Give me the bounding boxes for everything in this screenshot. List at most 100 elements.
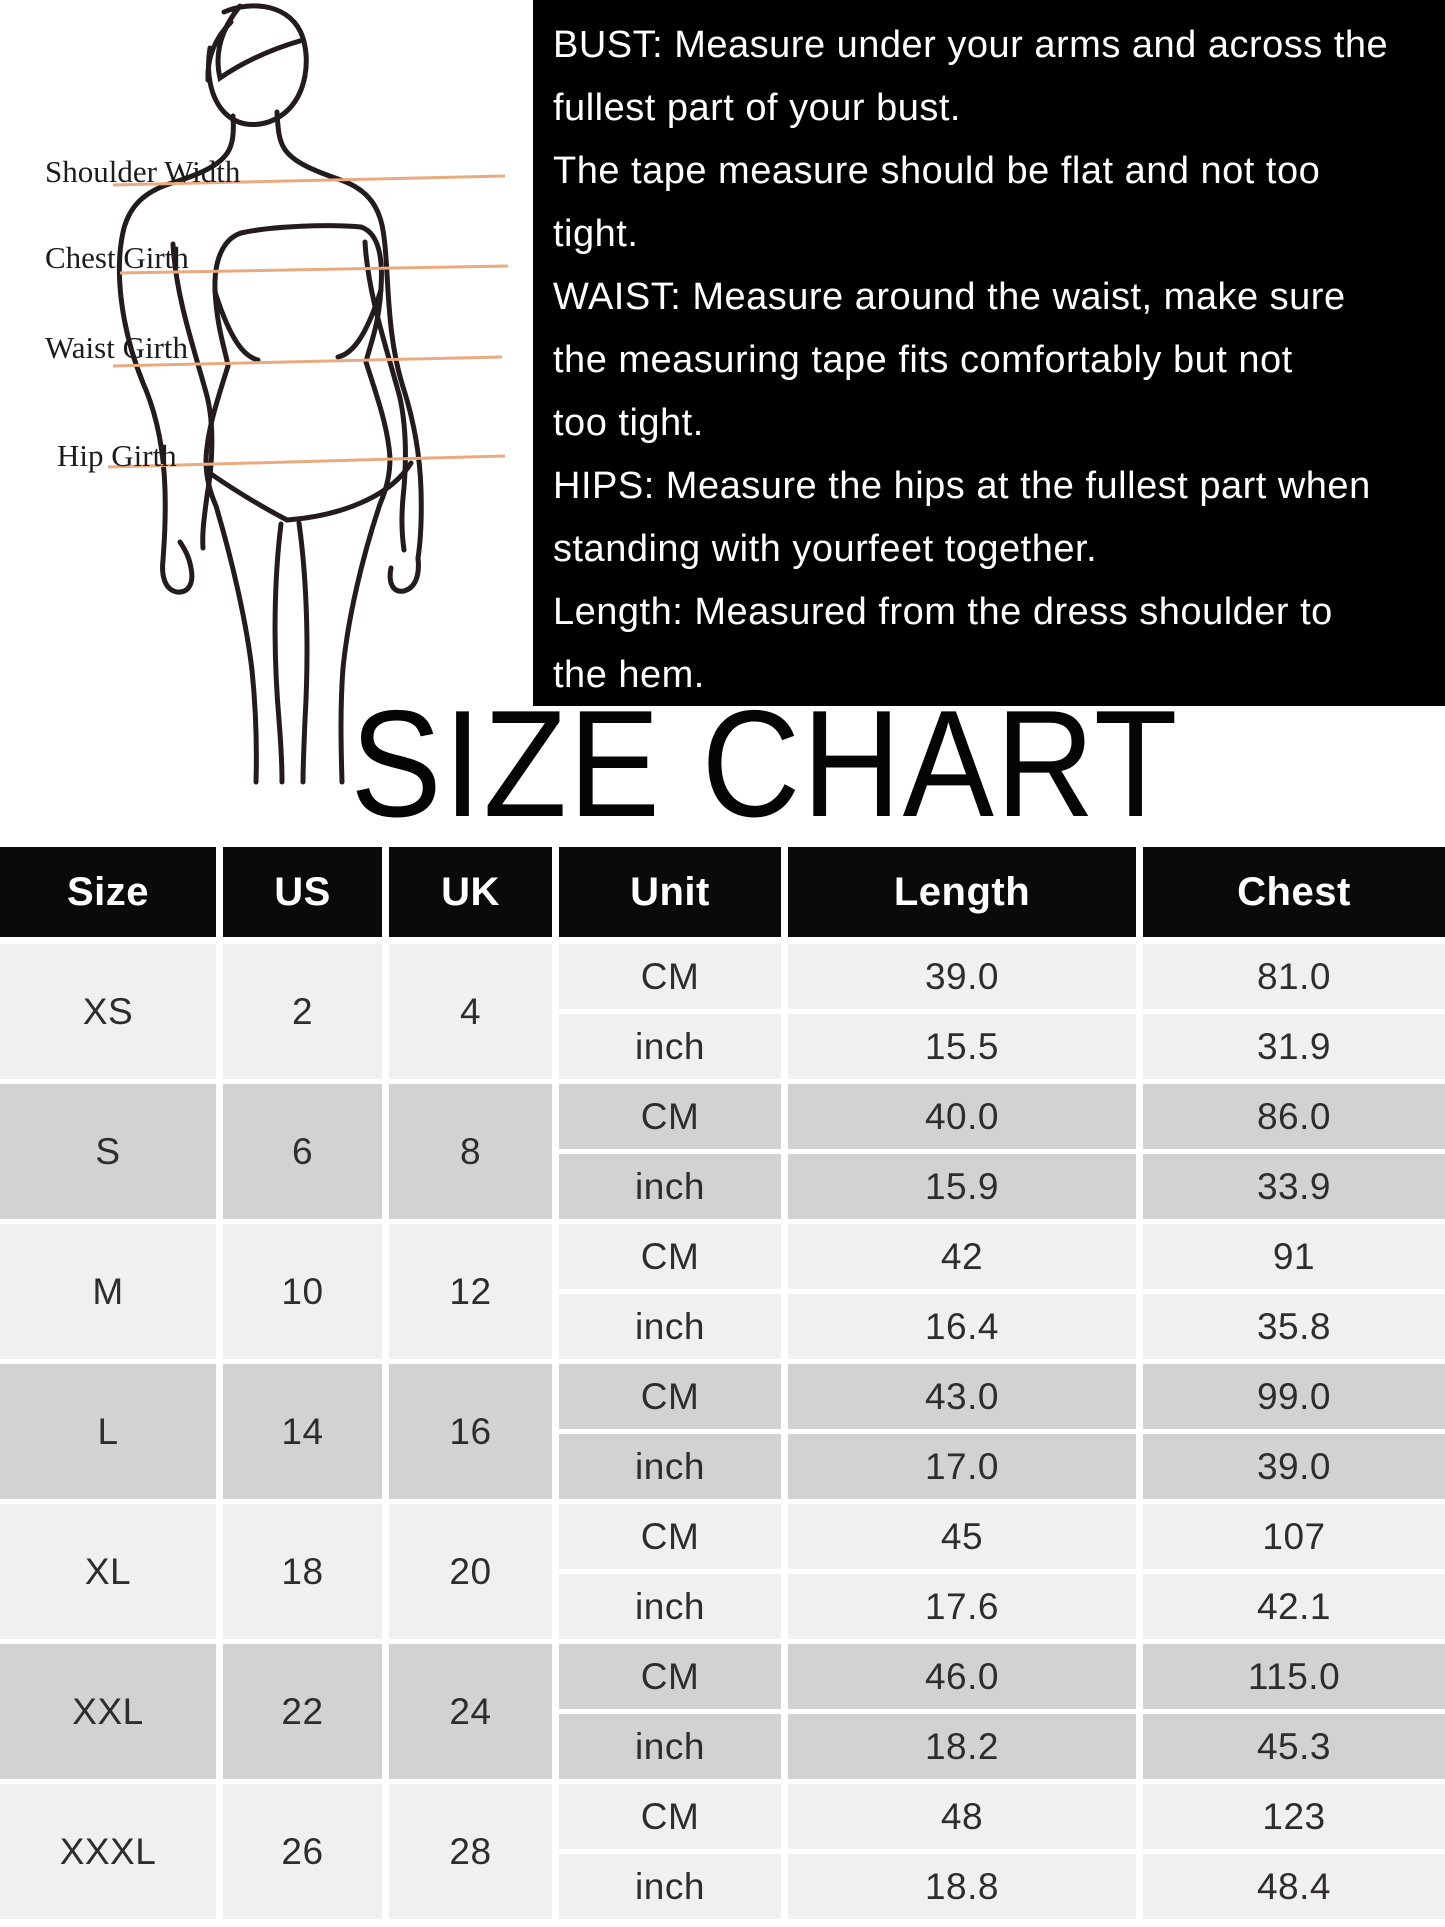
length-cell-inch: 17.6 <box>788 1574 1136 1639</box>
size-cell: S <box>0 1084 216 1219</box>
length-cell-cm: 40.0 <box>788 1084 1136 1149</box>
chest-girth-label: Chest Girth <box>45 240 189 275</box>
us-cell: 14 <box>223 1364 382 1499</box>
unit-cell-inch: inch <box>559 1014 781 1079</box>
uk-cell: 4 <box>389 944 552 1079</box>
unit-cell-inch: inch <box>559 1854 781 1919</box>
us-cell: 2 <box>223 944 382 1079</box>
instruction-line: Length: Measured from the dress shoulder… <box>553 591 1333 633</box>
uk-cell: 8 <box>389 1084 552 1219</box>
instructions-text: BUST: Measure under your arms and across… <box>553 14 1435 706</box>
length-cell-inch: 18.8 <box>788 1854 1136 1919</box>
size-row-l: L 14 16 CM 43.0 99.0 inch 17.0 39.0 <box>0 1364 1445 1499</box>
size-cell: M <box>0 1224 216 1359</box>
us-cell: 6 <box>223 1084 382 1219</box>
uk-cell: 16 <box>389 1364 552 1499</box>
chest-cell-inch: 42.1 <box>1143 1574 1445 1639</box>
unit-cell-inch: inch <box>559 1154 781 1219</box>
chest-cell-cm: 123 <box>1143 1784 1445 1849</box>
us-cell: 18 <box>223 1504 382 1639</box>
chest-cell-cm: 81.0 <box>1143 944 1445 1009</box>
length-cell-cm: 46.0 <box>788 1644 1136 1709</box>
unit-cell-cm: CM <box>559 1084 781 1149</box>
chest-cell-cm: 91 <box>1143 1224 1445 1289</box>
us-cell: 26 <box>223 1784 382 1919</box>
length-cell-cm: 43.0 <box>788 1364 1136 1429</box>
length-cell-inch: 17.0 <box>788 1434 1136 1499</box>
header-cell-size: Size <box>0 847 216 937</box>
header-cell-us: US <box>223 847 382 937</box>
instruction-line: WAIST: Measure around the waist, make su… <box>553 276 1346 318</box>
instruction-line: tight. <box>553 213 639 255</box>
uk-cell: 24 <box>389 1644 552 1779</box>
waist-girth-label: Waist Girth <box>45 330 189 365</box>
size-cell: XL <box>0 1504 216 1639</box>
unit-cell-cm: CM <box>559 1364 781 1429</box>
size-table-body: XS 2 4 CM 39.0 81.0 inch 15.5 31.9 S 6 8 CM 40.0 86.0 i… <box>0 944 1445 1919</box>
shoulder-line <box>112 174 506 187</box>
hip-line <box>107 454 506 469</box>
unit-cell-cm: CM <box>559 1644 781 1709</box>
instruction-line: HIPS: Measure the hips at the fullest pa… <box>553 465 1371 507</box>
unit-cell-inch: inch <box>559 1714 781 1779</box>
size-cell: XXL <box>0 1644 216 1779</box>
length-cell-cm: 45 <box>788 1504 1136 1569</box>
page-title: SIZE CHART <box>350 679 1180 849</box>
length-cell-inch: 15.5 <box>788 1014 1136 1079</box>
uk-cell: 12 <box>389 1224 552 1359</box>
size-row-xl: XL 18 20 CM 45 107 inch 17.6 42.1 <box>0 1504 1445 1639</box>
chest-cell-inch: 31.9 <box>1143 1014 1445 1079</box>
instruction-line: the measuring tape fits comfortably but … <box>553 339 1293 381</box>
chest-cell-inch: 33.9 <box>1143 1154 1445 1219</box>
size-row-xs: XS 2 4 CM 39.0 81.0 inch 15.5 31.9 <box>0 944 1445 1079</box>
chest-cell-inch: 48.4 <box>1143 1854 1445 1919</box>
header-cell-chest: Chest <box>1143 847 1445 937</box>
length-cell-cm: 48 <box>788 1784 1136 1849</box>
length-cell-inch: 16.4 <box>788 1294 1136 1359</box>
chest-cell-cm: 107 <box>1143 1504 1445 1569</box>
measure-guide-lines <box>107 174 509 469</box>
size-cell: XXXL <box>0 1784 216 1919</box>
instruction-line: The tape measure should be flat and not … <box>553 150 1321 192</box>
length-cell-cm: 42 <box>788 1224 1136 1289</box>
length-cell-cm: 39.0 <box>788 944 1136 1009</box>
unit-cell-cm: CM <box>559 944 781 1009</box>
uk-cell: 20 <box>389 1504 552 1639</box>
unit-cell-inch: inch <box>559 1574 781 1639</box>
instruction-line: fullest part of your bust. <box>553 87 961 129</box>
size-row-m: M 10 12 CM 42 91 inch 16.4 35.8 <box>0 1224 1445 1359</box>
unit-cell-cm: CM <box>559 1504 781 1569</box>
instruction-line: BUST: Measure under your arms and across… <box>553 24 1389 66</box>
length-cell-inch: 15.9 <box>788 1154 1136 1219</box>
waist-line <box>112 355 503 368</box>
chest-cell-inch: 39.0 <box>1143 1434 1445 1499</box>
measurement-instructions-panel: BUST: Measure under your arms and across… <box>533 0 1445 706</box>
size-table: Size US UK Unit Length Chest XS 2 4 CM 39.0 81.0 in… <box>0 847 1445 1924</box>
instruction-line: standing with yourfeet together. <box>553 528 1098 570</box>
instruction-line: too tight. <box>553 402 704 444</box>
chest-cell-inch: 35.8 <box>1143 1294 1445 1359</box>
size-row-s: S 6 8 CM 40.0 86.0 inch 15.9 33.9 <box>0 1084 1445 1219</box>
unit-cell-inch: inch <box>559 1294 781 1359</box>
header-cell-length: Length <box>788 847 1136 937</box>
size-table-header: Size US UK Unit Length Chest <box>0 847 1445 937</box>
shoulder-width-label: Shoulder Width <box>45 154 241 189</box>
hip-girth-label: Hip Girth <box>57 438 177 473</box>
us-cell: 22 <box>223 1644 382 1779</box>
instruction-line: the hem. <box>553 654 705 696</box>
body-measurement-figure: Shoulder Width Chest Girth Waist Girth H… <box>0 0 535 790</box>
length-cell-inch: 18.2 <box>788 1714 1136 1779</box>
chest-cell-inch: 45.3 <box>1143 1714 1445 1779</box>
unit-cell-inch: inch <box>559 1434 781 1499</box>
header-cell-unit: Unit <box>559 847 781 937</box>
size-row-xxl: XXL 22 24 CM 46.0 115.0 inch 18.2 45.3 <box>0 1644 1445 1779</box>
unit-cell-cm: CM <box>559 1784 781 1849</box>
size-cell: XS <box>0 944 216 1079</box>
chest-cell-cm: 115.0 <box>1143 1644 1445 1709</box>
body-figure-illustration <box>107 3 509 785</box>
header-cell-uk: UK <box>389 847 552 937</box>
size-cell: L <box>0 1364 216 1499</box>
chest-line <box>119 264 509 275</box>
chest-cell-cm: 99.0 <box>1143 1364 1445 1429</box>
